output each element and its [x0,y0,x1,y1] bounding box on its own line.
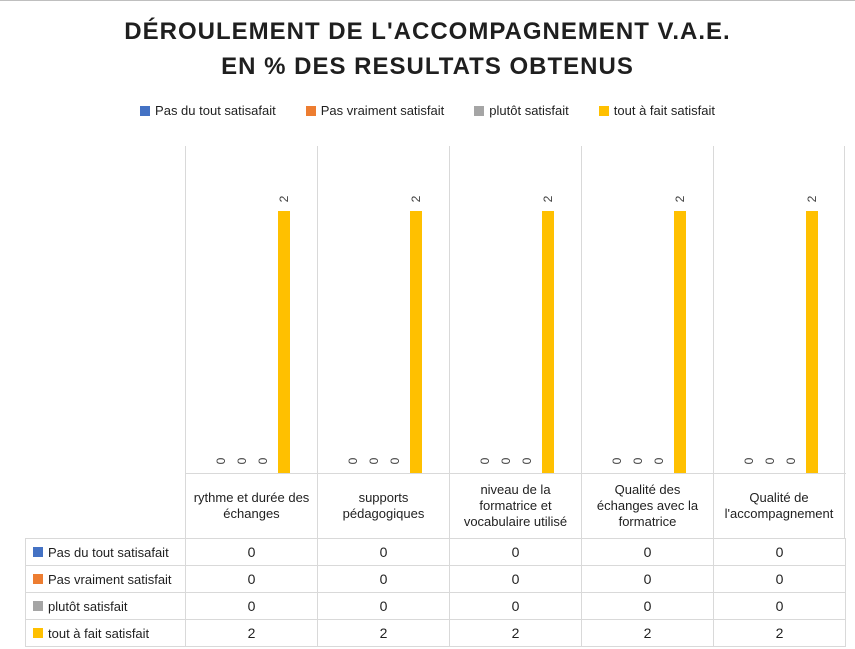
table-header-cell: Qualité de l'accompagnement [713,474,845,538]
row-label-cell: Pas du tout satisafait [26,539,186,566]
bar [277,211,290,473]
legend-item: Pas du tout satisafait [140,103,276,118]
legend-color-swatch [33,628,43,638]
chart-legend: Pas du tout satisafait Pas vraiment satis… [0,103,855,118]
legend-item-label: tout à fait satisfait [613,103,715,118]
value-cell: 0 [582,566,714,593]
value-cell: 0 [714,593,846,620]
value-cell: 0 [714,539,846,566]
legend-color-swatch [140,105,151,116]
table-header-cell: supports pédagogiques [317,474,449,538]
data-label: 2 [672,195,687,203]
bar [673,211,686,473]
data-label: 0 [609,457,624,465]
legend-item-label: Pas du tout satisafait [155,103,276,118]
value-cell: 0 [450,593,582,620]
value-cell: 2 [318,620,450,647]
chart-title-line2: EN % DES RESULTATS OBTENUS [221,53,634,80]
bar [805,211,818,473]
value-cell: 2 [186,620,318,647]
value-cell: 2 [582,620,714,647]
table-row: tout à fait satisfait 2 2 2 2 2 [26,620,846,647]
data-label: 0 [651,457,666,465]
value-cell: 0 [450,539,582,566]
data-label: 0 [498,457,513,465]
value-cell: 0 [318,593,450,620]
value-cell: 0 [582,539,714,566]
data-label: 0 [234,457,249,465]
data-label: 0 [255,457,270,465]
value-cell: 0 [318,539,450,566]
table-header-cell: rythme et durée des échanges [185,474,317,538]
value-cell: 2 [450,620,582,647]
table-row: plutôt satisfait 0 0 0 0 0 [26,593,846,620]
data-label: 0 [783,457,798,465]
legend-color-swatch [305,105,316,116]
data-label: 0 [762,457,777,465]
table-row: Pas vraiment satisfait 0 0 0 0 0 [26,566,846,593]
row-label-cell: plutôt satisfait [26,593,186,620]
legend-color-swatch [598,105,609,116]
table-header-cell: Qualité des échanges avec la formatrice [581,474,713,538]
table-row: Pas du tout satisafait 0 0 0 0 0 [26,539,846,566]
data-label: 2 [276,195,291,203]
row-label-text: tout à fait satisfait [48,625,150,641]
data-table-header: rythme et durée des échanges supports péd… [185,473,846,538]
legend-item: plutôt satisfait [474,103,569,118]
value-cell: 0 [582,593,714,620]
data-label: 0 [213,457,228,465]
legend-item-label: plutôt satisfait [489,103,569,118]
chart-title-line1: DÉROULEMENT DE L'ACCOMPAGNEMENT V.A.E. [124,18,731,45]
legend-color-swatch [33,547,43,557]
data-label: 0 [741,457,756,465]
data-label: 0 [519,457,534,465]
legend-item: tout à fait satisfait [598,103,715,118]
value-cell: 0 [318,566,450,593]
data-label: 0 [366,457,381,465]
data-label: 2 [540,195,555,203]
row-label-text: Pas du tout satisafait [48,544,169,560]
legend-color-swatch [474,105,485,116]
data-label: 2 [408,195,423,203]
value-cell: 0 [186,539,318,566]
legend-item-label: Pas vraiment satisfait [320,103,445,118]
value-cell: 0 [186,593,318,620]
data-label: 0 [630,457,645,465]
data-label: 0 [477,457,492,465]
value-cell: 0 [450,566,582,593]
value-cell: 0 [186,566,318,593]
legend-item: Pas vraiment satisfait [305,103,445,118]
chart-title: DÉROULEMENT DE L'ACCOMPAGNEMENT V.A.E. E… [0,14,855,84]
data-label: 0 [345,457,360,465]
bar [409,211,422,473]
row-label-text: plutôt satisfait [48,598,128,614]
table-header-cell: niveau de la formatrice et vocabulaire u… [449,474,581,538]
data-table-body: Pas du tout satisafait 0 0 0 0 0 Pas vraiment … [25,538,846,647]
data-label: 0 [387,457,402,465]
row-label-cell: tout à fait satisfait [26,620,186,647]
bar [541,211,554,473]
data-label: 2 [804,195,819,203]
row-label-text: Pas vraiment satisfait [48,571,172,587]
value-cell: 0 [714,566,846,593]
legend-color-swatch [33,574,43,584]
legend-color-swatch [33,601,43,611]
row-label-cell: Pas vraiment satisfait [26,566,186,593]
value-cell: 2 [714,620,846,647]
